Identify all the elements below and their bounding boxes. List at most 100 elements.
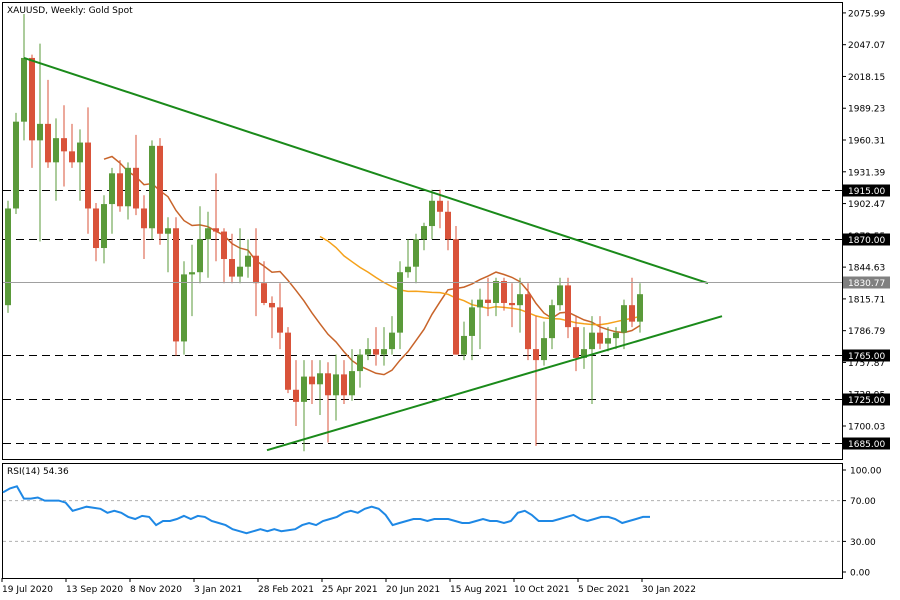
candle-body-37 (301, 376, 307, 402)
candle-body-62 (501, 280, 507, 303)
trend-lines (23, 56, 723, 452)
candle-35 (285, 327, 291, 394)
candle-74 (597, 316, 603, 350)
price-tick-label-4: 1960.31 (848, 137, 885, 147)
price-tick-label-11: 1757.87 (848, 359, 885, 369)
candle-body-22 (181, 274, 187, 342)
candle-21 (173, 217, 179, 356)
candle-43 (349, 349, 355, 401)
candle-body-3 (29, 57, 35, 141)
candle-body-2 (21, 57, 27, 122)
time-tick-label-2: 8 Nov 2020 (130, 585, 182, 595)
candle-body-74 (597, 332, 603, 344)
candle-body-27 (221, 231, 227, 260)
candle-body-61 (493, 280, 499, 303)
candle-10 (85, 107, 91, 234)
candle-30 (245, 239, 251, 278)
candle-body-17 (141, 208, 147, 229)
time-tick-label-6: 20 Jun 2021 (386, 585, 440, 595)
candle-body-79 (637, 294, 643, 322)
candle-47 (381, 327, 387, 366)
level-box-1 (843, 233, 890, 246)
candle-39 (317, 360, 323, 416)
candle-body-10 (85, 142, 91, 209)
candle-20 (165, 217, 171, 273)
time-tick-label-9: 5 Dec 2021 (578, 585, 630, 595)
candle-body-41 (333, 374, 339, 396)
candle-body-63 (509, 302, 515, 306)
candle-44 (357, 349, 363, 388)
candle-body-40 (325, 373, 331, 396)
level-box-2 (843, 349, 890, 362)
candle-body-24 (197, 239, 203, 273)
candle-56 (453, 226, 459, 355)
time-tick-label-7: 15 Aug 2021 (450, 585, 508, 595)
candle-body-68 (549, 305, 555, 339)
candle-body-7 (61, 138, 67, 152)
candle-body-44 (357, 354, 363, 372)
candle-body-56 (453, 239, 459, 355)
time-tick-label-1: 13 Sep 2020 (66, 585, 123, 595)
candle-body-73 (589, 332, 595, 350)
candle-49 (397, 261, 403, 350)
candle-body-30 (245, 255, 251, 267)
rsi-tick-label-0: 100.00 (850, 467, 882, 477)
candle-79 (637, 283, 643, 333)
level-box-3 (843, 393, 890, 406)
candle-body-58 (469, 307, 475, 336)
price-tick-label-2: 2018.15 (848, 73, 885, 83)
candle-77 (621, 299, 627, 350)
price-tick-label-6: 1902.47 (848, 200, 885, 210)
candle-68 (549, 299, 555, 350)
candle-body-55 (445, 211, 451, 240)
candle-41 (333, 354, 339, 421)
level-box-0 (843, 184, 890, 197)
candle-body-66 (533, 349, 539, 361)
candle-body-33 (269, 302, 275, 308)
candle-66 (533, 316, 539, 446)
level-box-4 (843, 437, 890, 450)
candle-73 (589, 316, 595, 405)
candle-body-13 (109, 173, 115, 205)
candle-51 (413, 233, 419, 284)
horizontal-levels (3, 190, 842, 444)
candle-body-69 (557, 285, 563, 306)
candle-34 (277, 283, 283, 350)
candle-75 (605, 327, 611, 352)
candle-body-54 (437, 200, 443, 212)
candle-4 (37, 43, 43, 242)
candle-50 (405, 239, 411, 278)
candle-78 (629, 277, 635, 328)
candle-body-11 (93, 208, 99, 249)
candle-72 (581, 327, 587, 369)
candle-17 (141, 195, 147, 260)
candle-6 (53, 118, 59, 201)
rsi-tick-label-2: 30.00 (850, 538, 876, 548)
candle-52 (421, 222, 427, 251)
candle-58 (469, 299, 475, 361)
candle-42 (341, 360, 347, 405)
candle-37 (301, 360, 307, 452)
candle-body-70 (565, 285, 571, 328)
candle-7 (61, 105, 67, 187)
candle-59 (477, 288, 483, 350)
level-label-2: 1765.00 (848, 352, 885, 362)
candle-65 (525, 283, 531, 361)
ascending-trendline (266, 315, 723, 452)
candle-body-50 (405, 266, 411, 273)
level-label-0: 1915.00 (848, 187, 885, 197)
candle-53 (429, 189, 435, 240)
price-tick-label-8: 1844.63 (848, 264, 885, 274)
candle-61 (493, 277, 499, 317)
candle-body-31 (253, 255, 259, 284)
time-tick-label-0: 19 Jul 2020 (2, 585, 53, 595)
candle-67 (541, 321, 547, 366)
candle-body-42 (341, 374, 347, 396)
candle-body-6 (53, 138, 59, 163)
candle-3 (29, 54, 35, 168)
candle-70 (565, 277, 571, 339)
candle-69 (557, 277, 563, 311)
candle-body-52 (421, 226, 427, 240)
candle-1 (13, 112, 19, 214)
